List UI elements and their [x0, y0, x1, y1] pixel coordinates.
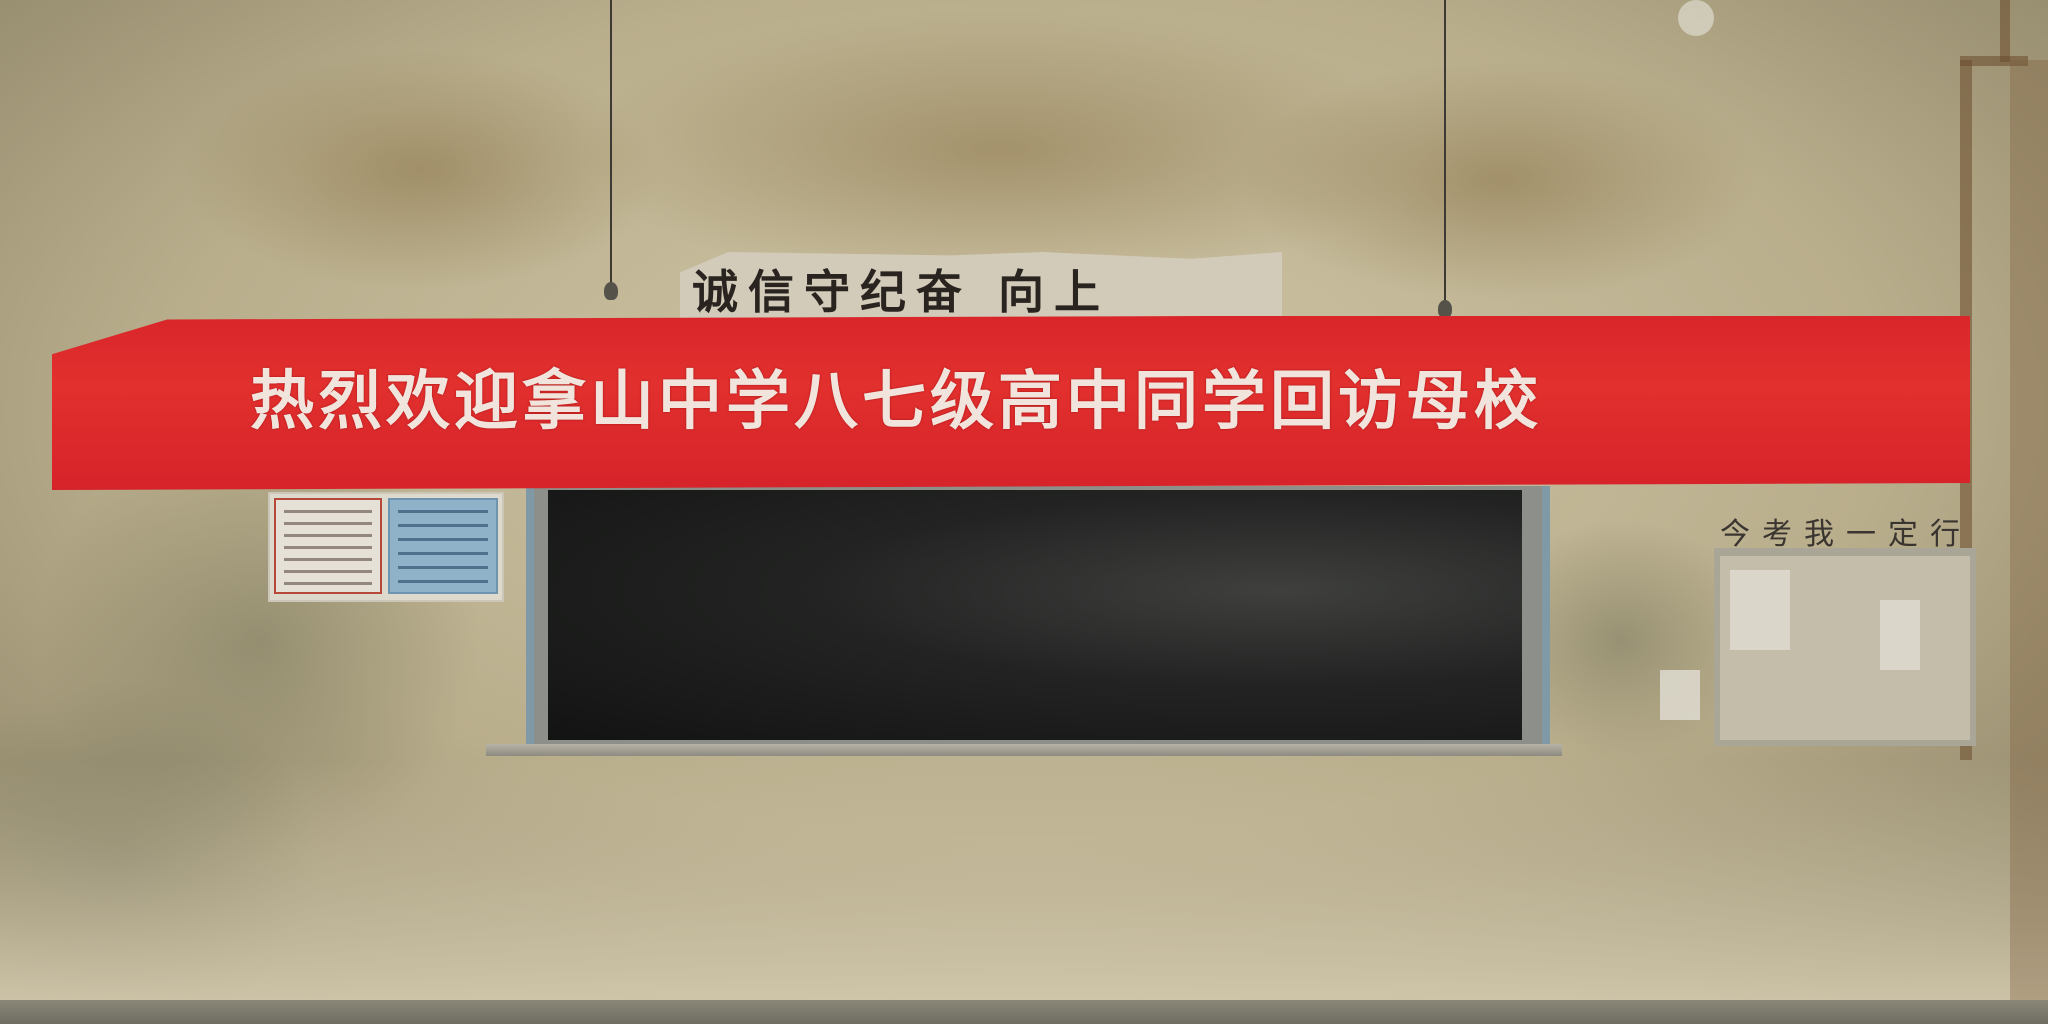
welcome-banner	[52, 316, 1970, 490]
floor-edge	[0, 1000, 2048, 1024]
light-bulb-left	[604, 282, 618, 300]
hanging-wire-left	[610, 0, 612, 284]
hanging-wire-right	[1444, 0, 1446, 302]
paper-scrap	[1660, 670, 1700, 720]
paper-scrap	[1880, 600, 1920, 670]
notice-board-left	[268, 492, 504, 602]
notice-sheet-blue	[388, 498, 498, 594]
light-bulb-right	[1438, 300, 1452, 318]
blackboard	[548, 490, 1522, 740]
side-board-title: 今考我一定行	[1720, 517, 1972, 552]
notice-sheet-red	[274, 498, 382, 594]
paper-scrap	[1730, 570, 1790, 650]
chalk-ledge	[486, 744, 1562, 756]
old-slogan-text: 诚信守纪奋 向上	[692, 265, 1111, 319]
welcome-banner-text: 热烈欢迎拿山中学八七级高中同学回访母校	[250, 365, 1542, 439]
old-slogan-sign	[680, 252, 1282, 320]
